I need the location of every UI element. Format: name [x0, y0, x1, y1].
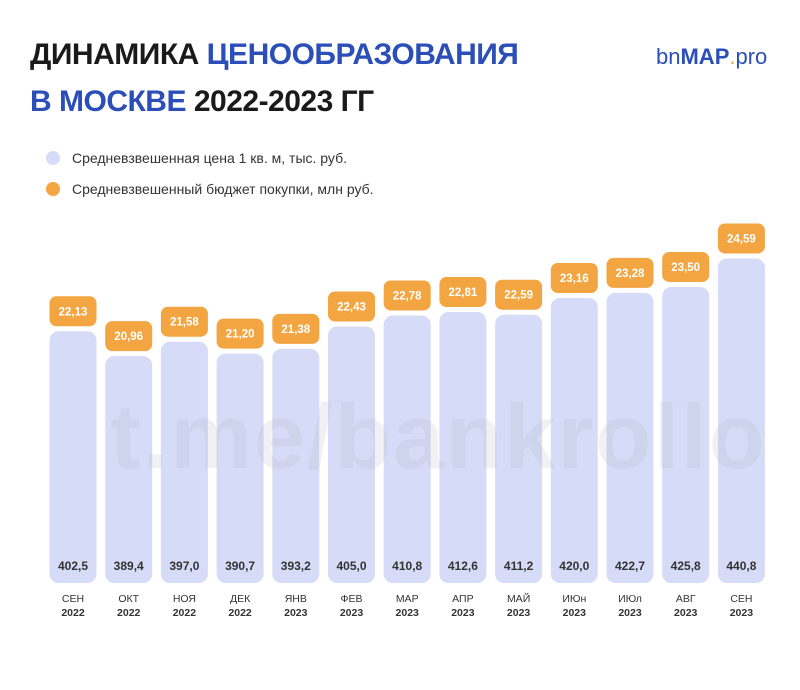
budget-box	[160, 306, 208, 337]
price-value-label: 410,8	[392, 559, 422, 573]
budget-box	[216, 318, 264, 349]
budget-box	[383, 280, 431, 311]
price-bar	[216, 353, 264, 583]
title-blue-2: В МОСКВЕ	[30, 85, 186, 118]
budget-value-label: 22,59	[504, 290, 533, 302]
watermark: t.me/bankrollo	[110, 386, 767, 488]
month-label: ОКТ	[118, 593, 139, 605]
price-bar	[328, 326, 375, 583]
price-bar	[550, 298, 598, 583]
budget-box	[328, 291, 375, 322]
month-label: ДЕК	[230, 593, 251, 605]
budget-value-label: 23,28	[616, 268, 645, 280]
year-label: 2023	[396, 607, 420, 619]
month-label: АВГ	[676, 593, 696, 605]
price-value-label: 425,8	[671, 559, 701, 573]
budget-value-label: 23,16	[560, 273, 589, 285]
price-value-label: 412,6	[448, 559, 478, 573]
price-bar	[606, 292, 654, 583]
budget-box	[49, 296, 97, 327]
price-value-label: 405,0	[336, 559, 366, 573]
title-blue-1: ЦЕНООБРАЗОВАНИЯ	[206, 38, 519, 71]
price-bar	[717, 258, 765, 583]
budget-value-label: 22,78	[393, 290, 422, 302]
budget-value-label: 20,96	[114, 331, 143, 343]
month-label: СЕН	[730, 593, 752, 605]
year-label: 2023	[563, 607, 587, 619]
month-label: ИЮл	[618, 593, 642, 605]
price-value-label: 402,5	[58, 559, 88, 573]
budget-value-label: 21,38	[281, 324, 310, 336]
year-label: 2023	[340, 607, 364, 619]
bnmap-logo: bnMAP.pro	[656, 44, 768, 69]
price-bar	[49, 331, 97, 583]
price-value-label: 420,0	[559, 559, 589, 573]
legend-label-budget: Средневзвешенный бюджет покупки, млн руб…	[72, 181, 374, 197]
price-bar	[662, 286, 710, 583]
legend-label-price: Средневзвешенная цена 1 кв. м, тыс. руб.	[72, 150, 347, 166]
month-label: ЯНВ	[285, 593, 307, 605]
year-label: 2022	[173, 607, 197, 619]
budget-box	[105, 321, 153, 352]
price-value-label: 411,2	[504, 559, 534, 573]
month-label: НОЯ	[173, 593, 196, 605]
title-black-1: ДИНАМИКА	[30, 38, 199, 71]
budget-box	[550, 263, 598, 293]
year-label: 2022	[117, 607, 141, 619]
price-bar	[272, 348, 320, 583]
budget-box	[606, 257, 654, 288]
month-label: СЕН	[62, 593, 84, 605]
budget-value-label: 22,81	[449, 287, 478, 299]
year-label: 2023	[507, 607, 531, 619]
price-value-label: 390,7	[225, 559, 255, 573]
title-line-2: В МОСКВЕ 2022-2023 ГГ	[30, 85, 374, 119]
budget-value-label: 24,59	[727, 233, 756, 245]
budget-box	[662, 251, 710, 282]
budget-value-label: 22,13	[59, 306, 88, 318]
title-line-1: ДИНАМИКА ЦЕНООБРАЗОВАНИЯ	[30, 38, 519, 72]
budget-box	[495, 279, 543, 310]
budget-box	[717, 223, 765, 254]
price-value-label: 389,4	[114, 559, 144, 573]
year-label: 2022	[228, 607, 252, 619]
month-label: АПР	[452, 593, 473, 605]
budget-value-label: 23,50	[671, 262, 700, 274]
price-value-label: 440,8	[726, 559, 756, 573]
legend-item-price: Средневзвешенная цена 1 кв. м, тыс. руб.	[46, 150, 347, 166]
year-label: 2022	[61, 607, 85, 619]
title-black-2: 2022-2023 ГГ	[193, 85, 374, 118]
price-value-label: 397,0	[169, 559, 199, 573]
month-label: МАЙ	[507, 592, 530, 605]
budget-value-label: 21,58	[170, 317, 199, 329]
month-label: МАР	[396, 593, 419, 605]
budget-box	[272, 313, 320, 344]
price-bar	[160, 341, 208, 583]
year-label: 2023	[284, 607, 308, 619]
price-bar	[383, 315, 431, 583]
price-bar	[495, 314, 543, 583]
legend-swatch-budget	[46, 182, 60, 196]
budget-value-label: 22,43	[337, 302, 366, 314]
month-label: ФЕВ	[341, 593, 363, 605]
legend-swatch-price	[46, 151, 60, 165]
year-label: 2023	[451, 607, 475, 619]
price-bar	[439, 312, 487, 583]
price-value-label: 422,7	[615, 559, 645, 573]
year-label: 2023	[618, 607, 642, 619]
budget-value-label: 21,20	[226, 329, 255, 341]
price-bar	[105, 356, 153, 583]
budget-box	[439, 277, 487, 308]
month-label: ИЮн	[562, 593, 586, 605]
year-label: 2023	[674, 607, 698, 619]
price-value-label: 393,2	[281, 559, 311, 573]
year-label: 2023	[730, 607, 754, 619]
legend-item-budget: Средневзвешенный бюджет покупки, млн руб…	[46, 181, 374, 197]
